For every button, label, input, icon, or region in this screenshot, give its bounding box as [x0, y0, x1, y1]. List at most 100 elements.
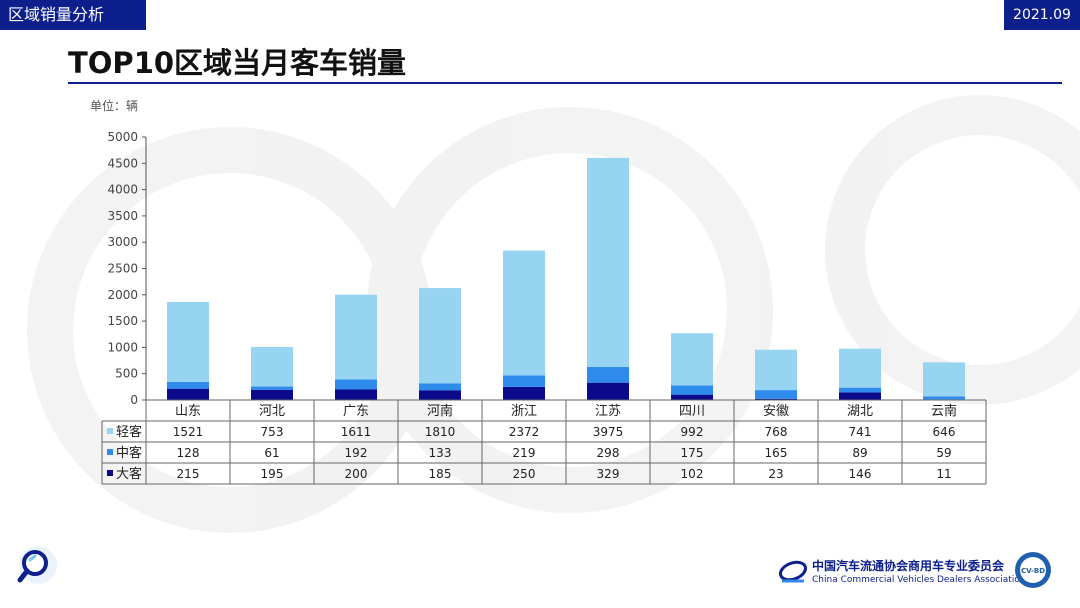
- y-tick-label: 1000: [107, 340, 138, 354]
- data-value-label: 3975: [593, 425, 624, 439]
- legend-series-name: 中客: [116, 445, 142, 461]
- bar-segment: [587, 382, 629, 400]
- data-value-label: 185: [429, 467, 452, 481]
- legend-swatch: [107, 470, 113, 476]
- data-value-label: 11: [936, 467, 951, 481]
- data-value-label: 741: [849, 425, 872, 439]
- y-tick-label: 500: [115, 367, 138, 381]
- category-label: 山东: [175, 404, 201, 419]
- data-value-label: 23: [768, 467, 783, 481]
- category-label: 河北: [259, 404, 285, 419]
- bar-segment: [251, 386, 293, 390]
- data-value-label: 753: [261, 425, 284, 439]
- data-value-label: 298: [597, 446, 620, 460]
- data-value-label: 146: [849, 467, 872, 481]
- data-value-label: 192: [345, 446, 368, 460]
- bar-segment: [419, 288, 461, 384]
- bar-segment: [839, 392, 881, 400]
- data-value-label: 1611: [341, 425, 372, 439]
- bar-segment: [755, 390, 797, 399]
- category-label: 湖北: [847, 404, 873, 419]
- y-tick-label: 3500: [107, 209, 138, 223]
- bar-segment: [335, 294, 377, 380]
- data-value-label: 1810: [425, 425, 456, 439]
- y-tick-label: 1500: [107, 314, 138, 328]
- y-tick-label: 2500: [107, 262, 138, 276]
- bar-segment: [755, 398, 797, 400]
- chart-bars: [167, 157, 965, 400]
- y-tick-label: 5000: [107, 130, 138, 144]
- y-tick-label: 4000: [107, 183, 138, 197]
- data-value-label: 219: [513, 446, 536, 460]
- y-tick-label: 0: [130, 393, 138, 407]
- category-label: 河南: [427, 403, 453, 419]
- bar-segment: [503, 250, 545, 376]
- data-value-label: 646: [933, 425, 956, 439]
- data-value-label: 61: [264, 446, 279, 460]
- category-label: 浙江: [511, 404, 537, 419]
- bar-segment: [251, 389, 293, 400]
- bar-segment: [335, 389, 377, 400]
- data-value-label: 768: [765, 425, 788, 439]
- section-tag: 区域销量分析: [0, 0, 146, 30]
- y-tick-label: 3000: [107, 235, 138, 249]
- data-value-label: 200: [345, 467, 368, 481]
- bar-segment: [587, 367, 629, 383]
- data-value-label: 992: [681, 425, 704, 439]
- bar-segment: [503, 375, 545, 387]
- data-value-label: 250: [513, 467, 536, 481]
- data-value-label: 175: [681, 446, 704, 460]
- cvbd-seal-icon: CV-BD: [1015, 552, 1051, 588]
- bar-segment: [503, 386, 545, 400]
- unit-label: 单位：辆: [90, 99, 139, 113]
- legend-series-name: 轻客: [116, 424, 142, 440]
- bar-segment: [923, 362, 965, 397]
- bar-segment: [755, 349, 797, 391]
- search-logo-icon: [17, 546, 57, 584]
- chart-axes: 0 500 1000 1500 2000 2500 3000 3500 4000 4500 5000: [107, 130, 147, 407]
- category-label: 安徽: [763, 404, 789, 419]
- cda-logo-icon: [778, 560, 808, 583]
- bar-segment: [419, 383, 461, 391]
- legend-swatch: [107, 449, 113, 455]
- bar-segment: [587, 157, 629, 368]
- category-label: 广东: [343, 404, 369, 419]
- data-value-label: 133: [429, 446, 452, 460]
- bar-segment: [671, 333, 713, 386]
- legend-swatch: [107, 428, 113, 434]
- category-label: 四川: [679, 404, 705, 419]
- data-value-label: 128: [177, 446, 200, 460]
- bar-segment: [671, 394, 713, 400]
- data-value-label: 329: [597, 467, 620, 481]
- bar-segment: [419, 390, 461, 400]
- bar-segment: [167, 301, 209, 382]
- category-label: 云南: [931, 403, 957, 419]
- org-name-en: China Commercial Vehicles Dealers Associ…: [812, 575, 1026, 585]
- bar-segment: [671, 385, 713, 395]
- bar-segment: [839, 348, 881, 388]
- bar-segment: [335, 379, 377, 390]
- data-value-label: 195: [261, 467, 284, 481]
- data-value-label: 59: [936, 446, 951, 460]
- org-name-cn: 中国汽车流通协会商用车专业委员会: [812, 559, 1005, 573]
- seal-badge-text: CV-BD: [1021, 567, 1045, 575]
- data-value-label: 165: [765, 446, 788, 460]
- date-tag: 2021.09: [1004, 0, 1080, 30]
- data-value-label: 1521: [173, 425, 204, 439]
- bar-segment: [923, 396, 965, 400]
- watermark-icon: [27, 95, 1080, 533]
- y-tick-label: 4500: [107, 156, 138, 170]
- data-value-label: 2372: [509, 425, 540, 439]
- bar-segment: [167, 381, 209, 389]
- data-value-label: 89: [852, 446, 867, 460]
- bar-segment: [167, 388, 209, 400]
- legend-series-name: 大客: [116, 466, 142, 482]
- y-tick-label: 2000: [107, 288, 138, 302]
- page-title: TOP10区域当月客车销量: [68, 46, 407, 80]
- data-value-label: 102: [681, 467, 704, 481]
- bar-segment: [251, 346, 293, 387]
- bar-segment: [839, 387, 881, 393]
- data-value-label: 215: [177, 467, 200, 481]
